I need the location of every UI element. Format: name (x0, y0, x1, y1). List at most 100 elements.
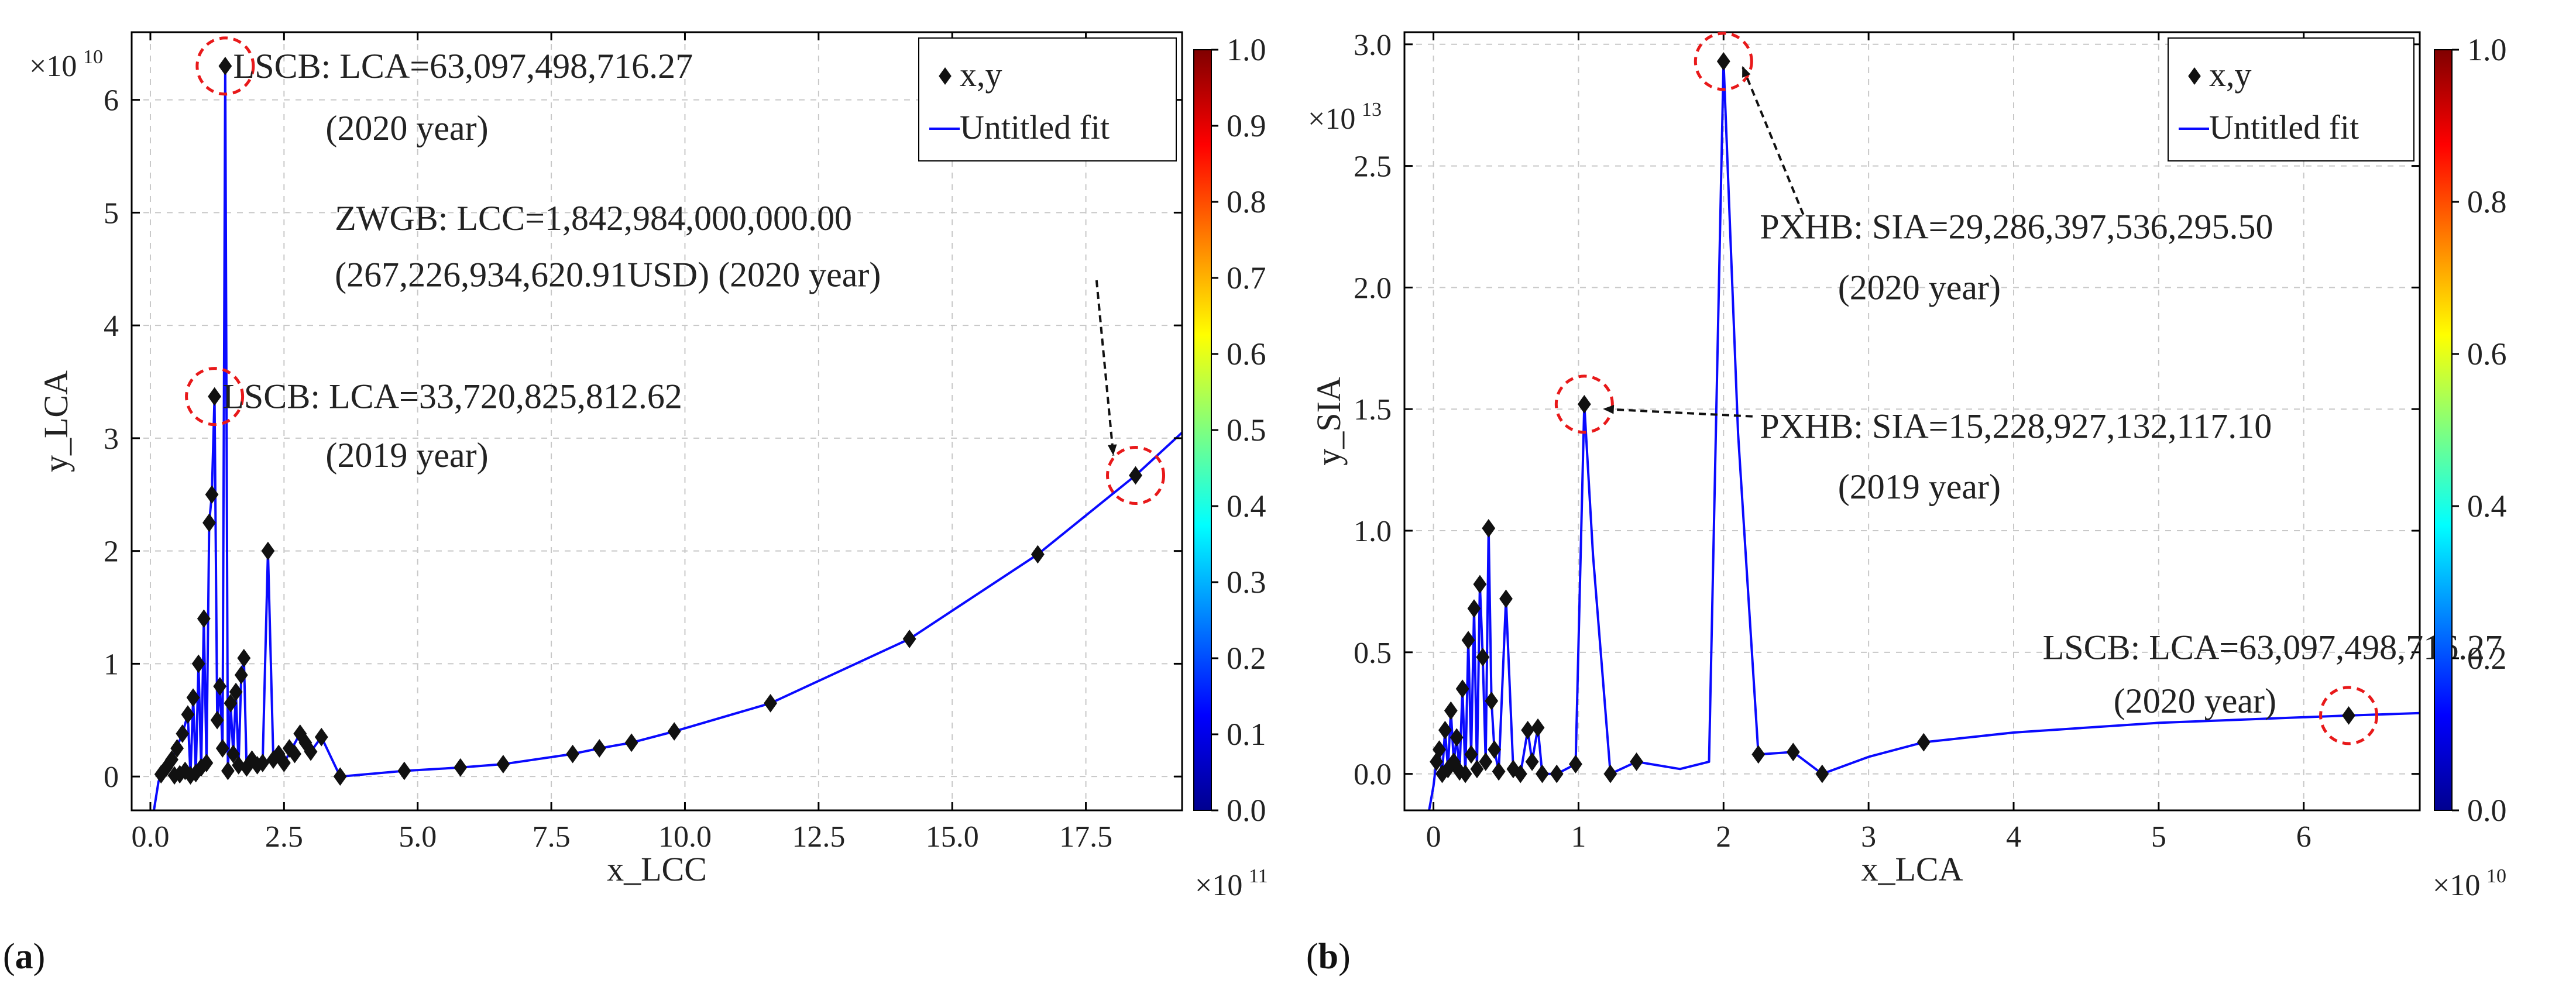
y-tick-label: 1 (104, 648, 119, 681)
data-point (1476, 648, 1490, 667)
colorbar-tick-label: 0.8 (2467, 184, 2507, 219)
panel-label: (a) (3, 937, 45, 977)
y-tick-label: 4 (104, 310, 119, 343)
data-point (1488, 740, 1502, 759)
y-tick-label: 1.5 (1354, 393, 1392, 427)
data-point (202, 513, 216, 532)
y-axis-multiplier: ×10 (1308, 102, 1355, 136)
x-tick-label: 0 (1426, 820, 1441, 854)
annotation-leader (1603, 407, 1753, 418)
annotation-arrowhead (1742, 66, 1751, 78)
colorbar-tick-label: 0.4 (1227, 489, 1266, 524)
annotation-leader (1095, 280, 1115, 456)
y-tick-label: 1.0 (1354, 515, 1392, 548)
data-point (1716, 52, 1730, 71)
highlight-circle (2319, 686, 2379, 745)
highlight-circle (1554, 374, 1614, 434)
x-axis-label: x_LCA (1861, 850, 1963, 888)
legend-fit-label: Untitled fit (2209, 108, 2359, 146)
data-point (191, 654, 205, 673)
y-axis-label: y_LCA (37, 370, 75, 472)
data-point (205, 485, 219, 504)
legend-box (2168, 37, 2414, 161)
chart-panel-a: 0.0 2.5 5.0 7.5 10.0 12.5 15.0 17.5 0 1 2 3 4 5 6 x_LCC… (3, 31, 1268, 977)
data-point (224, 694, 238, 713)
data-point (1536, 764, 1549, 783)
data-point (1630, 752, 1643, 771)
data-point (902, 630, 916, 648)
data-point (496, 755, 510, 773)
data-point (288, 744, 302, 764)
colorbar-tick-label: 0.7 (1227, 260, 1266, 295)
data-point (208, 387, 222, 406)
x-axis-multiplier-exponent: 11 (1249, 865, 1268, 887)
colorbar-tick-label: 0.4 (2467, 489, 2507, 524)
annotation-line2: (267,226,934,620.91USD) (2020 year) (335, 255, 881, 294)
x-axis-label: x_LCC (607, 850, 707, 888)
data-point (1450, 728, 1464, 747)
colorbar-tick-label: 0.0 (1227, 793, 1266, 828)
colorbar-tick-label: 0.8 (1227, 184, 1266, 219)
y-tick-label: 2.5 (1354, 150, 1392, 184)
highlight-circle (195, 36, 255, 96)
annotation-line1: LSCB: LCA=63,097,498,716.27 (2043, 628, 2503, 667)
x-tick-label: 3 (1861, 820, 1876, 854)
highlight-circle (185, 367, 245, 427)
chart-panel-b: 0 1 2 3 4 5 6 0.0 0.5 1.0 1.5 2.0 2.5 3.0 x_LCA y_SIA ×1… (1306, 29, 2507, 977)
data-point (1577, 395, 1591, 414)
data-point (1815, 764, 1829, 783)
legend-point-icon (2188, 67, 2201, 85)
annotation-arrowhead (1603, 405, 1615, 414)
data-point (1751, 745, 1766, 764)
data-point (333, 767, 347, 786)
data-point (1569, 755, 1582, 773)
colorbar (1193, 49, 1212, 811)
plot-area (1404, 32, 2420, 810)
axes-frame (130, 31, 1183, 812)
y-axis-multiplier: ×10 (29, 50, 77, 83)
data-point (1485, 692, 1499, 710)
x-tick-label: 2.5 (265, 820, 303, 854)
x-tick-label: 5 (2151, 820, 2166, 854)
data-point (1458, 764, 1472, 783)
data-point (667, 722, 681, 741)
data-point (181, 705, 195, 724)
annotation-line1: LSCB: LCA=63,097,498,716.27 (233, 47, 693, 85)
colorbar-tick-label: 1.0 (2467, 32, 2507, 67)
y-tick-label: 2.0 (1354, 271, 1392, 305)
data-point (165, 750, 178, 769)
data-point (1433, 740, 1446, 759)
data-point (397, 761, 411, 781)
data-point (2342, 706, 2355, 725)
y-tick-label: 6 (104, 84, 119, 118)
x-tick-label: 12.5 (792, 820, 845, 854)
colorbar-tick-label: 0.5 (1227, 412, 1266, 448)
data-point (210, 710, 224, 730)
data-point (1438, 720, 1452, 740)
colorbar-tick-label: 0.2 (1227, 641, 1266, 676)
colorbar-tick-label: 0.6 (1227, 336, 1266, 372)
legend-points-label: x,y (960, 56, 1002, 94)
y-tick-label: 3.0 (1354, 29, 1392, 62)
axes-frame (1403, 31, 2421, 812)
colorbar-tick-label: 0.2 (2467, 641, 2507, 676)
colorbar-tick-label: 0.0 (2467, 793, 2507, 828)
annotation-line1: ZWGB: LCC=1,842,984,000,000.00 (335, 199, 852, 238)
colorbar-tick-label: 0.6 (2467, 336, 2507, 372)
data-point (314, 727, 328, 747)
data-point (1492, 762, 1506, 781)
data-point (234, 665, 248, 685)
colorbar-tick-label: 1.0 (1227, 32, 1266, 67)
data-point (1479, 752, 1493, 771)
panel-label: (b) (1306, 937, 1351, 977)
x-tick-label: 2 (1716, 820, 1731, 854)
data-point (1031, 545, 1045, 564)
data-point (1525, 752, 1539, 771)
x-tick-label: 5.0 (399, 820, 437, 854)
x-axis-multiplier-exponent: 10 (2486, 865, 2506, 887)
annotation-line2: (2019 year) (325, 436, 488, 475)
annotation-arrowhead (1108, 444, 1117, 456)
annotation-leader (1741, 66, 1805, 215)
x-tick-label: 6 (2296, 820, 2311, 854)
